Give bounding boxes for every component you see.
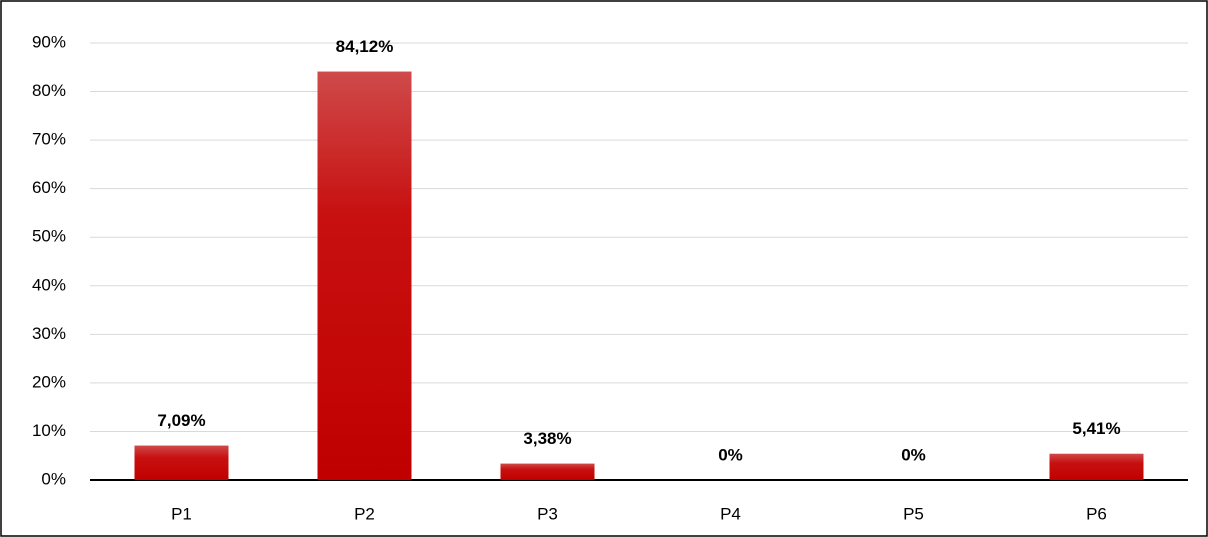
bar bbox=[500, 463, 595, 480]
value-label: 0% bbox=[901, 445, 926, 464]
y-tick-label: 50% bbox=[32, 227, 66, 246]
y-tick-label: 0% bbox=[41, 469, 66, 488]
x-tick-label: P1 bbox=[171, 504, 192, 523]
x-tick-label: P5 bbox=[903, 504, 924, 523]
y-tick-label: 80% bbox=[32, 81, 66, 100]
bar bbox=[317, 71, 412, 481]
y-tick-label: 90% bbox=[32, 32, 66, 51]
value-label: 5,41% bbox=[1072, 419, 1120, 438]
x-tick-label: P6 bbox=[1086, 504, 1107, 523]
y-tick-label: 20% bbox=[32, 372, 66, 391]
value-label: 0% bbox=[718, 445, 743, 464]
y-tick-label: 40% bbox=[32, 275, 66, 294]
x-tick-label: P4 bbox=[720, 504, 741, 523]
value-label: 3,38% bbox=[523, 429, 571, 448]
bar bbox=[1049, 453, 1144, 480]
bar bbox=[134, 445, 229, 480]
y-tick-label: 30% bbox=[32, 324, 66, 343]
y-tick-label: 70% bbox=[32, 130, 66, 149]
x-tick-label: P2 bbox=[354, 504, 375, 523]
value-label: 84,12% bbox=[336, 37, 394, 56]
value-label: 7,09% bbox=[157, 411, 205, 430]
x-tick-label: P3 bbox=[537, 504, 558, 523]
y-tick-label: 10% bbox=[32, 421, 66, 440]
y-tick-label: 60% bbox=[32, 178, 66, 197]
